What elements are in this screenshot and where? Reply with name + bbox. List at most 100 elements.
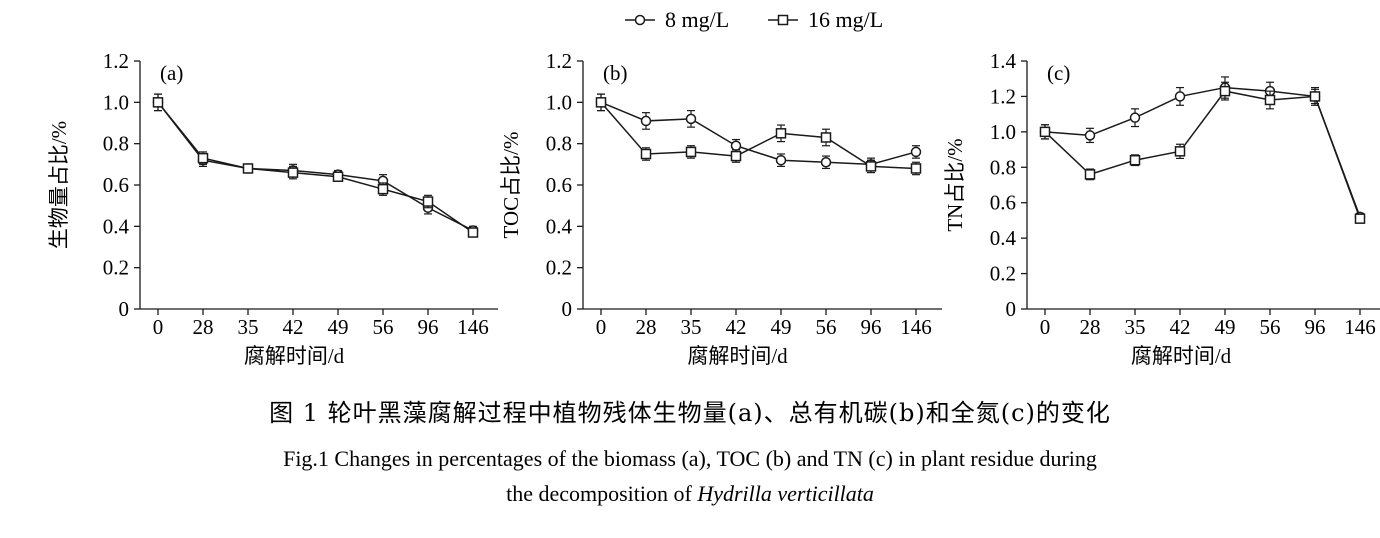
data-point-circle — [1129, 112, 1141, 123]
series-16mgl — [1039, 81, 1366, 224]
x-tick-label: 28 — [193, 315, 214, 339]
legend: 8 mg/L 16 mg/L — [625, 7, 883, 32]
y-tick-label: 1.2 — [990, 84, 1016, 108]
y-tick-label: 0.4 — [103, 214, 130, 238]
y-tick-label: 0.4 — [990, 226, 1017, 250]
figure-caption-english-line1: Fig.1 Changes in percentages of the biom… — [283, 446, 1097, 471]
caption-species-name: Hydrilla verticillata — [697, 481, 874, 506]
y-tick-label: 0.2 — [990, 262, 1016, 286]
data-point-square — [820, 132, 832, 143]
x-tick-label: 35 — [1125, 315, 1146, 339]
series-line — [600, 101, 917, 166]
data-point-square — [640, 148, 652, 160]
data-point-square — [197, 152, 209, 164]
y-tick-label: 1.0 — [990, 120, 1016, 144]
x-axis-title: 腐解时间/d — [1131, 344, 1232, 368]
data-point-circle — [775, 154, 787, 166]
y-tick-label: 1.4 — [990, 49, 1017, 73]
data-point-square — [730, 150, 742, 162]
data-point-square — [1129, 154, 1141, 166]
chart-panel-3: 0 0.2 0.4 0.6 0.8 1.0 1.2 1.4 0 28 35 42 49 56 96 146 腐解… — [943, 49, 1380, 368]
series-line — [157, 101, 474, 232]
data-point-square — [332, 171, 344, 182]
data-point-square — [1174, 146, 1186, 157]
series-16mgl — [152, 93, 479, 238]
x-tick-label: 42 — [1170, 315, 1191, 339]
x-tick-label: 35 — [238, 315, 259, 339]
y-axis-title: TOC占比/% — [499, 132, 523, 239]
data-point-square — [1264, 94, 1276, 106]
y-tick-label: 0.2 — [546, 256, 572, 280]
y-tick-label: 0.8 — [103, 132, 129, 156]
x-tick-label: 0 — [1040, 315, 1051, 339]
data-point-square — [377, 183, 389, 195]
series-line — [1044, 86, 1361, 218]
data-point-square — [910, 163, 922, 174]
x-tick-label: 28 — [636, 315, 657, 339]
x-tick-label: 0 — [153, 315, 164, 339]
data-point-square — [1084, 169, 1096, 180]
data-point-circle — [1174, 91, 1186, 102]
x-tick-label: 28 — [1080, 315, 1101, 339]
data-point-square — [287, 167, 299, 178]
x-tick-label: 35 — [681, 315, 702, 339]
x-axis-title: 腐解时间/d — [244, 344, 345, 368]
data-point-square — [1039, 126, 1051, 138]
data-point-square — [1219, 85, 1231, 97]
legend-marker-circle-icon — [634, 14, 646, 26]
y-tick-label: 0.8 — [546, 132, 572, 156]
y-axis-title: 生物量占比/% — [47, 121, 71, 249]
y-tick-label: 0 — [1006, 297, 1017, 321]
data-point-square — [1309, 91, 1321, 102]
x-tick-label: 49 — [771, 315, 792, 339]
series-16mgl — [595, 93, 922, 176]
series-line — [1044, 90, 1361, 219]
data-point-square — [152, 97, 164, 108]
y-tick-label: 0.8 — [990, 155, 1016, 179]
x-tick-label: 49 — [328, 315, 349, 339]
series-line — [600, 101, 917, 170]
legend-label-8mgl: 8 mg/L — [665, 7, 729, 32]
x-tick-label: 42 — [283, 315, 304, 339]
x-tick-label: 49 — [1215, 315, 1236, 339]
data-point-circle — [640, 115, 652, 127]
y-tick-label: 0 — [562, 297, 573, 321]
x-tick-label: 146 — [1344, 315, 1376, 339]
x-tick-label: 56 — [373, 315, 394, 339]
data-point-square — [865, 161, 877, 172]
x-tick-label: 56 — [1260, 315, 1281, 339]
y-tick-label: 1.0 — [103, 90, 129, 114]
y-tick-label: 1.0 — [546, 90, 572, 114]
data-point-circle — [910, 146, 922, 158]
y-axis-title: TN占比/% — [943, 138, 967, 231]
panel-label: (a) — [160, 61, 183, 85]
legend-marker-square-icon — [777, 14, 789, 26]
x-tick-label: 96 — [418, 315, 439, 339]
y-tick-label: 0.2 — [103, 256, 129, 280]
data-point-square — [242, 163, 254, 174]
data-point-square — [595, 97, 607, 108]
chart-panel-2: 0 0.2 0.4 0.6 0.8 1.0 1.2 0 28 35 42 49 56 96 146 腐解时间/… — [499, 49, 942, 368]
legend-label-16mgl: 16 mg/L — [808, 7, 883, 32]
y-tick-label: 1.2 — [103, 49, 129, 73]
data-point-circle — [730, 140, 742, 151]
chart-panels: 0 0.2 0.4 0.6 0.8 1.0 1.2 0 28 35 42 49 56 96 146 腐解时间/… — [47, 49, 1380, 368]
y-tick-label: 0.6 — [103, 173, 129, 197]
y-tick-label: 0.6 — [990, 191, 1016, 215]
figure-caption-chinese: 图 1 轮叶黑藻腐解过程中植物残体生物量(a)、总有机碳(b)和全氮(c)的变化 — [269, 399, 1111, 427]
x-tick-label: 146 — [457, 315, 489, 339]
data-point-square — [1354, 213, 1366, 224]
caption-prefix: the decomposition of — [506, 481, 698, 506]
panel-label: (c) — [1047, 61, 1070, 85]
data-point-circle — [685, 113, 697, 125]
y-tick-label: 1.2 — [546, 49, 572, 73]
x-tick-label: 146 — [900, 315, 932, 339]
y-tick-label: 0.4 — [546, 214, 573, 238]
x-tick-label: 42 — [726, 315, 747, 339]
figure: 8 mg/L 16 mg/L 0 0.2 0.4 0.6 0.8 1.0 1.2 0 28 35 4… — [47, 7, 1380, 368]
data-point-square — [467, 227, 479, 238]
panel-label: (b) — [603, 61, 628, 85]
y-tick-label: 0 — [119, 297, 130, 321]
legend-item-8mgl: 8 mg/L — [625, 7, 729, 32]
x-tick-label: 96 — [861, 315, 882, 339]
